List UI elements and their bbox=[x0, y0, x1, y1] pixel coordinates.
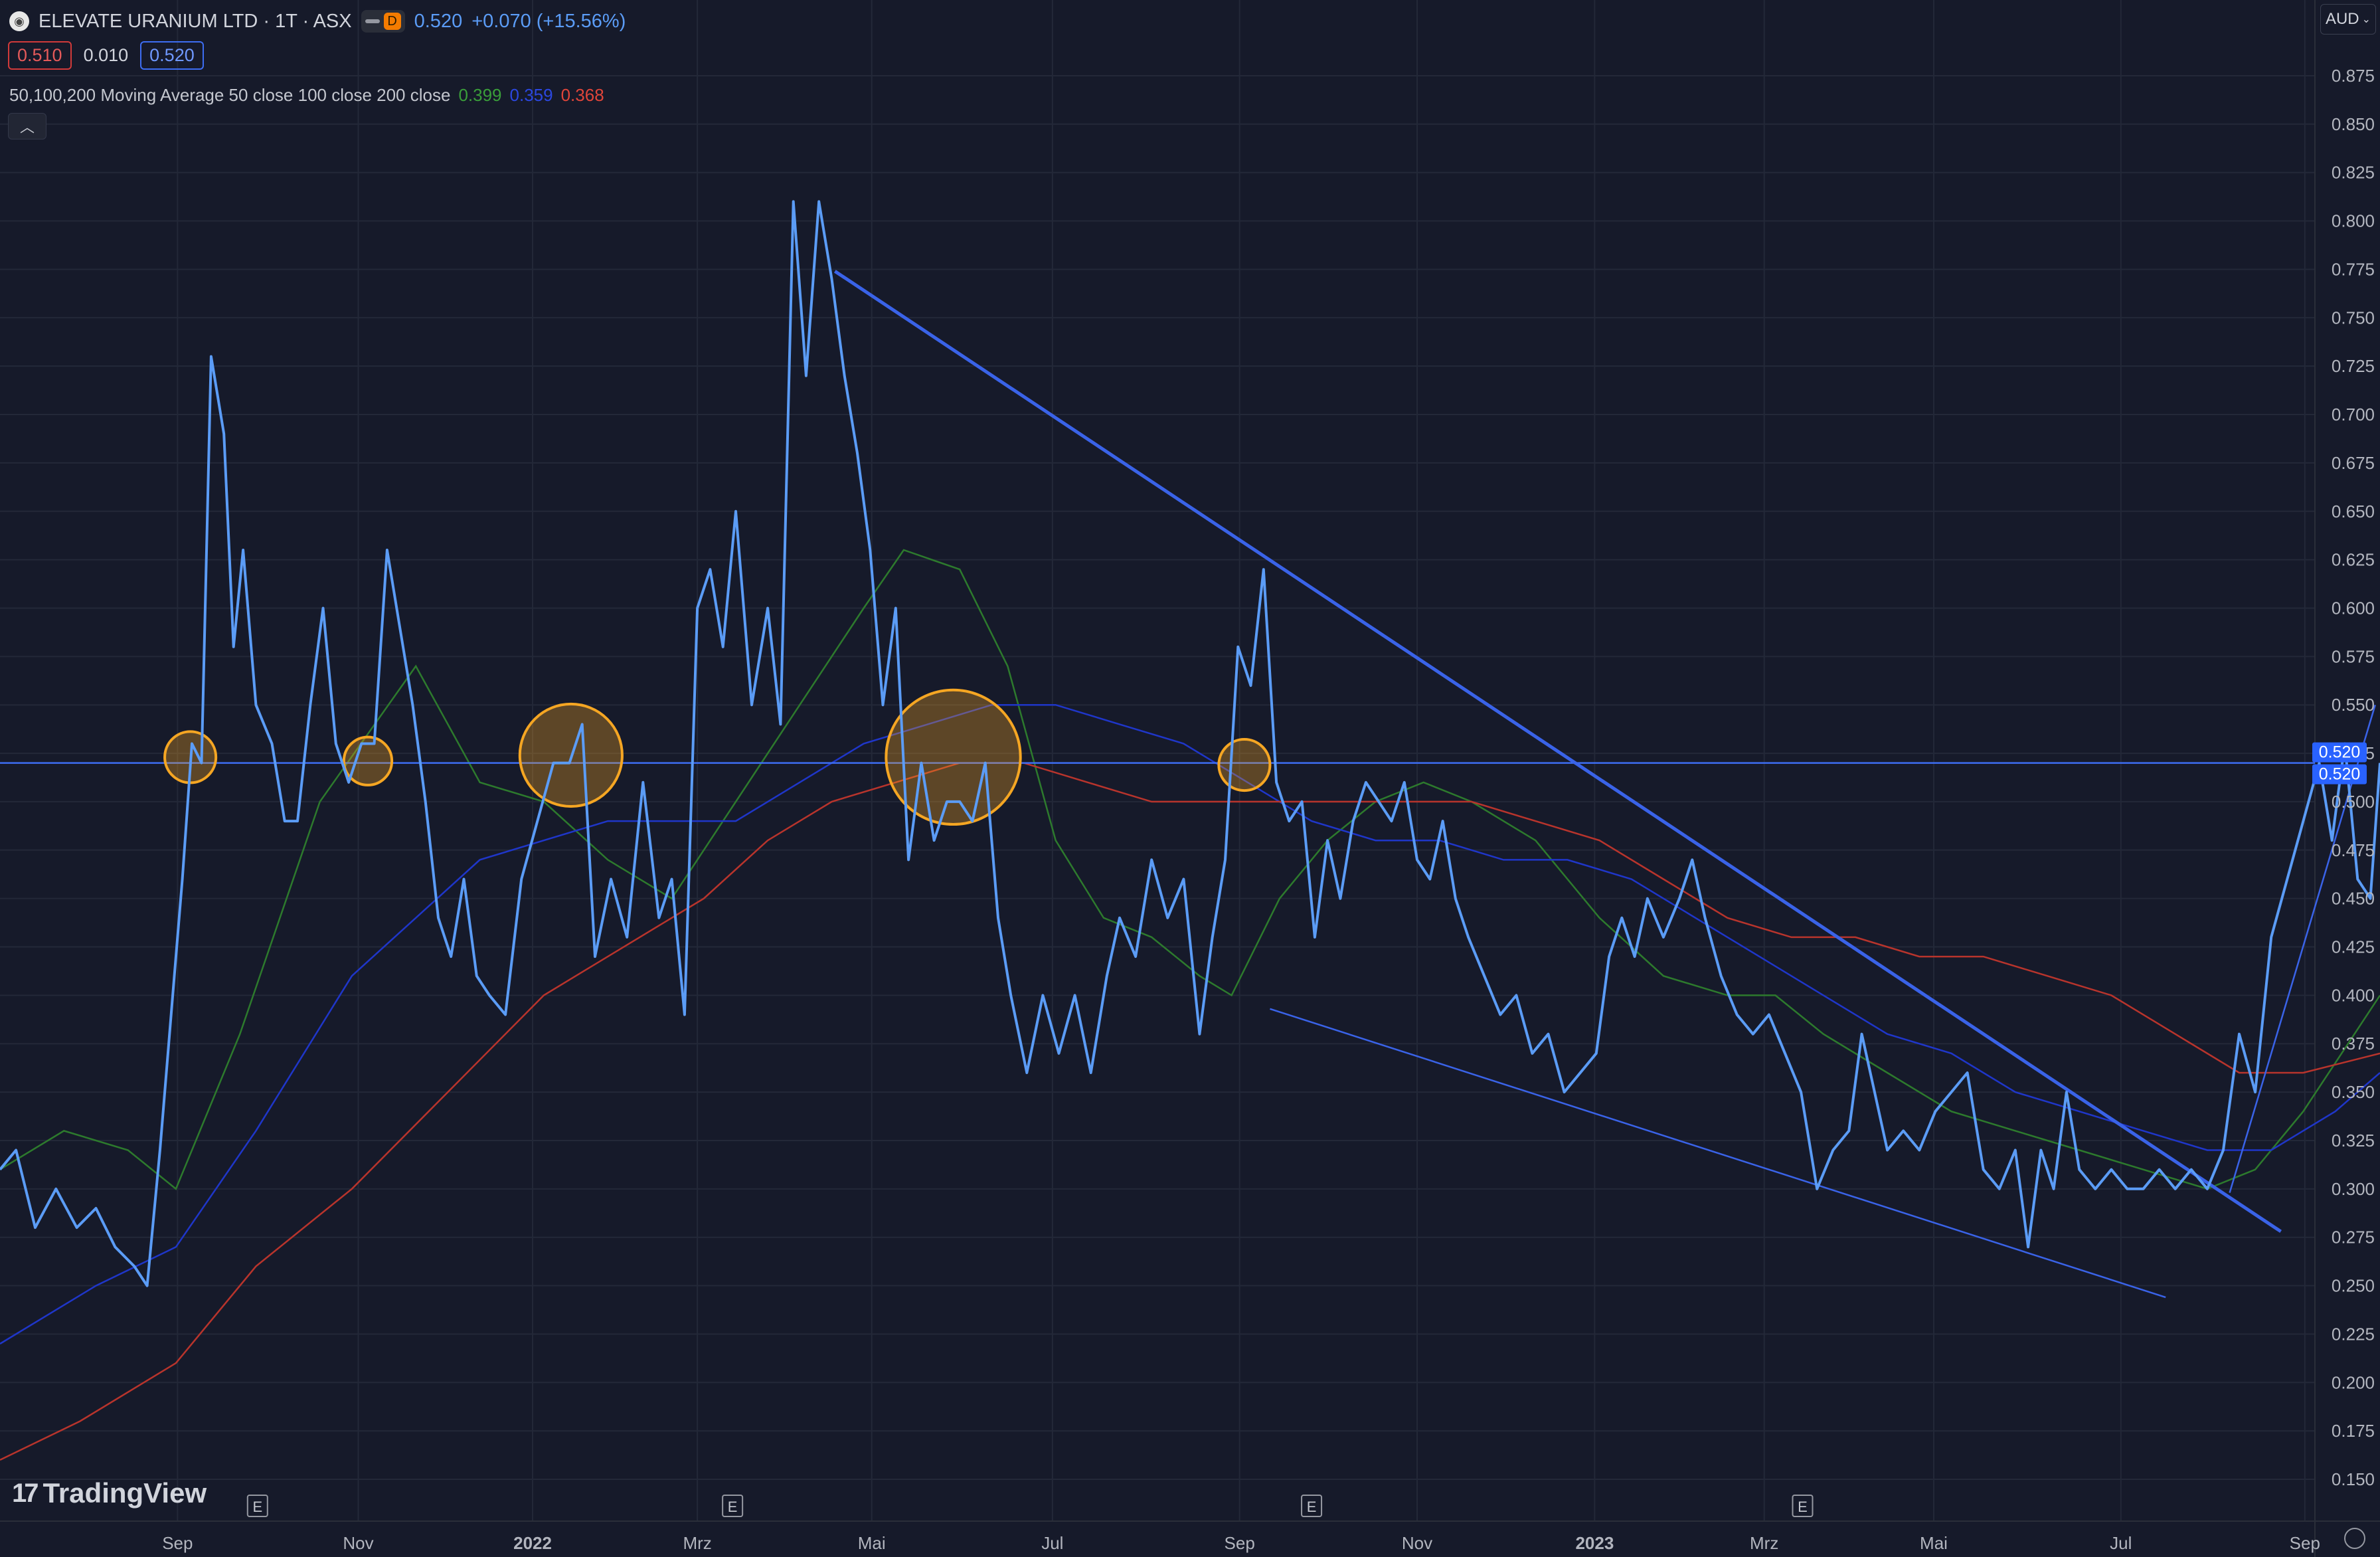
y-tick-label: 0.550 bbox=[2332, 695, 2375, 715]
x-tick-label: Mrz bbox=[1750, 1533, 1778, 1553]
highlight-circle bbox=[342, 735, 394, 786]
y-tick-label: 0.175 bbox=[2332, 1421, 2375, 1441]
collapse-legend-button[interactable]: ︿ bbox=[8, 113, 46, 139]
interval-status[interactable]: D bbox=[361, 10, 405, 33]
interval-badge: D bbox=[383, 13, 401, 30]
y-tick-label: 0.400 bbox=[2332, 985, 2375, 1005]
earnings-label: E bbox=[1307, 1499, 1317, 1515]
y-tick-label: 0.700 bbox=[2332, 405, 2375, 424]
chevron-up-icon: ︿ bbox=[19, 119, 35, 136]
series-line-ma-50 bbox=[0, 549, 2380, 1190]
y-tick-label: 0.600 bbox=[2332, 598, 2375, 618]
currency-label: AUD bbox=[2325, 10, 2359, 28]
chart-header: ◉ ELEVATE URANIUM LTD · 1T · ASX D 0.520… bbox=[9, 7, 626, 36]
y-tick-label: 0.475 bbox=[2332, 840, 2375, 860]
price-axis-label: 0.520 bbox=[2319, 765, 2361, 784]
price-axis-label-bg bbox=[2312, 764, 2367, 784]
y-tick-label: 0.875 bbox=[2332, 66, 2375, 86]
company-logo-icon: ◉ bbox=[9, 11, 29, 31]
earnings-marker[interactable] bbox=[1301, 1495, 1323, 1517]
x-tick-label: Sep bbox=[1225, 1533, 1255, 1553]
series-line-ma-200 bbox=[0, 762, 2380, 1461]
earnings-marker[interactable] bbox=[722, 1495, 744, 1517]
y-tick-label: 0.250 bbox=[2332, 1276, 2375, 1296]
chevron-down-icon: ⌄ bbox=[2361, 14, 2371, 25]
y-tick-label: 0.425 bbox=[2332, 937, 2375, 957]
y-tick-label: 0.825 bbox=[2332, 163, 2375, 183]
ma50-value: 0.399 bbox=[458, 85, 502, 105]
price-change: +0.070 (+15.56%) bbox=[471, 10, 626, 32]
trendline bbox=[2229, 704, 2376, 1194]
earnings-marker[interactable] bbox=[1792, 1495, 1814, 1517]
y-tick-label: 0.675 bbox=[2332, 453, 2375, 473]
price-axis-label-bg bbox=[2312, 742, 2367, 763]
y-tick-label: 0.650 bbox=[2332, 502, 2375, 521]
x-tick-label: Sep bbox=[162, 1533, 193, 1553]
y-tick-label: 0.325 bbox=[2332, 1131, 2375, 1150]
trendline bbox=[833, 270, 2282, 1234]
minus-icon bbox=[365, 19, 380, 23]
quote-boxes: 0.510 0.010 0.520 bbox=[8, 41, 204, 70]
y-tick-label: 0.350 bbox=[2332, 1082, 2375, 1102]
y-tick-label: 0.725 bbox=[2332, 356, 2375, 376]
x-tick-label: Jul bbox=[2110, 1533, 2132, 1553]
indicator-label: 50,100,200 Moving Average 50 close 100 c… bbox=[9, 85, 451, 105]
price-axis-label: 0.520 bbox=[2319, 743, 2361, 762]
y-tick-label: 0.775 bbox=[2332, 259, 2375, 279]
ma200-value: 0.368 bbox=[560, 85, 604, 105]
earnings-label: E bbox=[252, 1499, 262, 1515]
y-tick-label: 0.150 bbox=[2332, 1469, 2375, 1489]
y-tick-label: 0.225 bbox=[2332, 1324, 2375, 1344]
x-tick-label: Mrz bbox=[683, 1533, 711, 1553]
bid-box[interactable]: 0.510 bbox=[8, 41, 72, 70]
y-tick-label: 0.275 bbox=[2332, 1228, 2375, 1247]
y-tick-label: 0.800 bbox=[2332, 211, 2375, 231]
x-tick-label: 2022 bbox=[513, 1533, 552, 1553]
x-tick-label: Mai bbox=[858, 1533, 886, 1553]
y-tick-label: 0.200 bbox=[2332, 1372, 2375, 1392]
y-tick-label: 0.575 bbox=[2332, 646, 2375, 666]
ask-box[interactable]: 0.520 bbox=[140, 41, 204, 70]
earnings-marker[interactable] bbox=[246, 1495, 268, 1517]
earnings-label: E bbox=[728, 1499, 738, 1515]
currency-selector[interactable]: AUD ⌄ bbox=[2320, 4, 2376, 35]
y-tick-label: 0.500 bbox=[2332, 792, 2375, 812]
y-tick-label: 0.450 bbox=[2332, 889, 2375, 909]
symbol-title[interactable]: ELEVATE URANIUM LTD · 1T · ASX bbox=[39, 10, 352, 32]
y-tick-label: 0.300 bbox=[2332, 1179, 2375, 1199]
x-tick-label: Sep bbox=[2290, 1533, 2320, 1553]
y-tick-label: 0.850 bbox=[2332, 114, 2375, 134]
earnings-label: E bbox=[1798, 1499, 1808, 1515]
series-line-ma-100 bbox=[0, 703, 2380, 1345]
tradingview-mark-icon: 17 bbox=[12, 1478, 39, 1508]
tradingview-wordmark: TradingView bbox=[42, 1477, 207, 1509]
settings-icon[interactable] bbox=[2344, 1528, 2365, 1549]
x-tick-label: 2023 bbox=[1575, 1533, 1614, 1553]
x-tick-label: Mai bbox=[1920, 1533, 1948, 1553]
spread-value: 0.010 bbox=[83, 45, 129, 65]
y-tick-label: 0.750 bbox=[2332, 308, 2375, 327]
trendline bbox=[1270, 1008, 2166, 1299]
last-price: 0.520 bbox=[414, 10, 463, 32]
highlight-circle bbox=[1217, 738, 1272, 792]
tradingview-logo[interactable]: 17 TradingView bbox=[12, 1477, 207, 1509]
x-tick-label: Jul bbox=[1041, 1533, 1063, 1553]
ma100-value: 0.359 bbox=[509, 85, 553, 105]
indicator-legend[interactable]: 50,100,200 Moving Average 50 close 100 c… bbox=[9, 85, 604, 106]
x-tick-label: Nov bbox=[343, 1533, 373, 1553]
x-tick-label: Nov bbox=[1402, 1533, 1432, 1553]
y-tick-label: 0.375 bbox=[2332, 1034, 2375, 1053]
y-tick-label: 0.625 bbox=[2332, 550, 2375, 570]
